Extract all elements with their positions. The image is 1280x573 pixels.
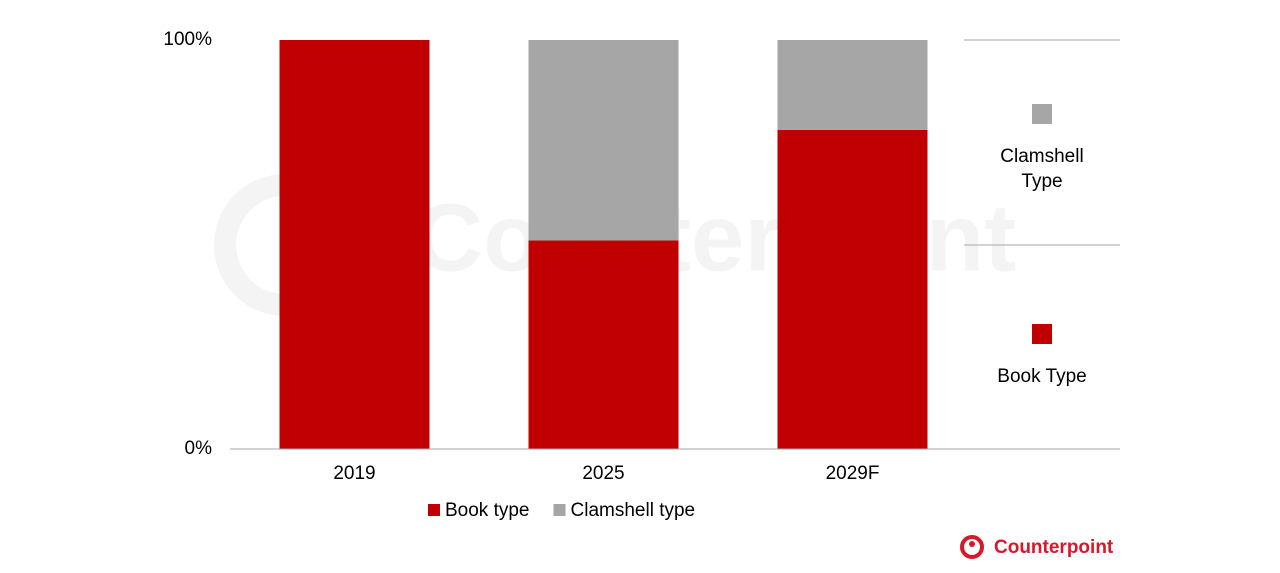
side-legend-item: Clamshell Type	[964, 104, 1120, 194]
x-tick-label: 2019	[333, 463, 375, 484]
y-tick-label: 0%	[185, 438, 213, 459]
side-legend-swatch	[1032, 104, 1052, 124]
side-legend-label: Book Type	[997, 366, 1087, 387]
bar-segment	[777, 40, 928, 130]
side-legend-label: Clamshell Type	[1000, 146, 1084, 192]
bar-segment	[528, 240, 679, 449]
y-tick-label: 100%	[163, 29, 212, 50]
brand-logo	[969, 541, 975, 547]
side-legend-item: Book Type	[964, 324, 1120, 389]
legend-swatch	[428, 504, 440, 516]
bar-segment	[777, 129, 928, 450]
bar-segment	[528, 40, 679, 241]
side-legend-swatch	[1032, 324, 1052, 344]
brand-logo	[960, 535, 984, 559]
legend-label: Book type	[445, 500, 530, 521]
legend-swatch	[553, 504, 566, 516]
x-tick-label: 2029F	[826, 463, 880, 484]
x-tick-label: 2025	[582, 463, 624, 484]
legend-label: Clamshell type	[571, 500, 696, 521]
brand: Counterpoint	[994, 537, 1114, 558]
bar-segment	[279, 40, 430, 449]
